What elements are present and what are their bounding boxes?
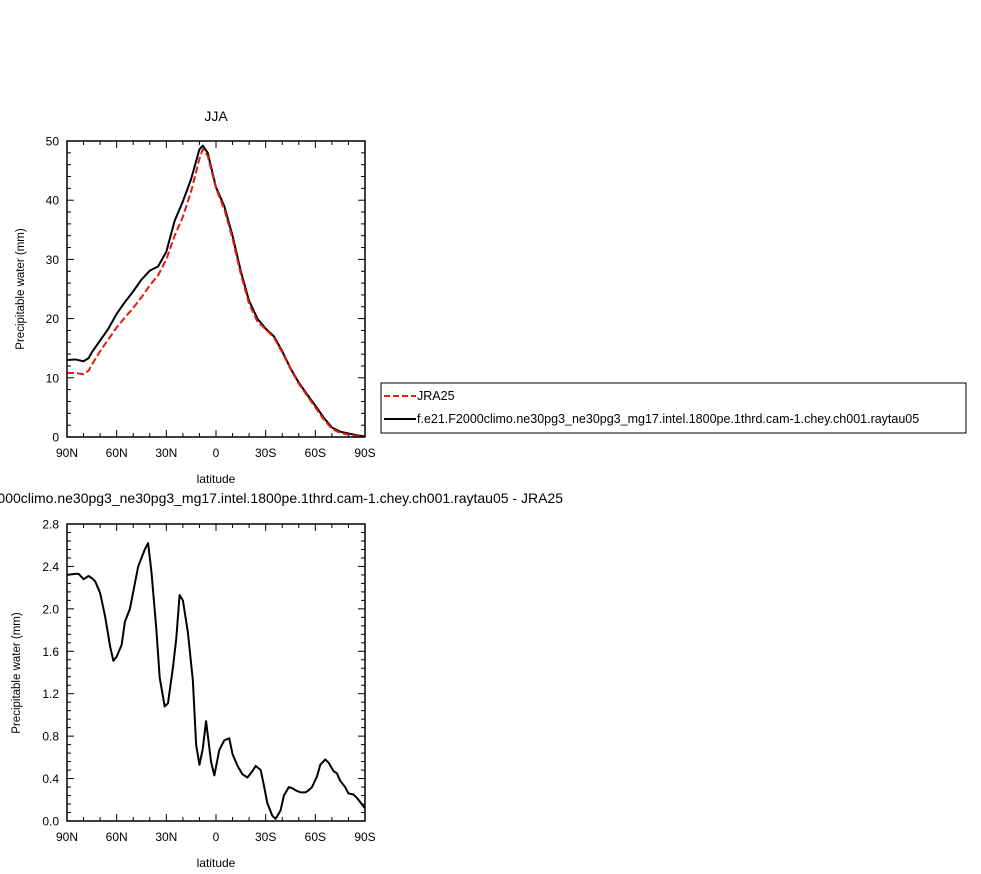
y-tick-label: 1.2 [42,687,59,701]
y-tick-label: 2.4 [42,560,59,574]
y-tick-label: 50 [46,135,60,149]
x-tick-label: 60S [305,446,326,460]
y-tick-label: 0.4 [42,772,59,786]
legend-box [380,382,967,434]
y-tick-label: 0.8 [42,730,59,744]
y-tick-label: 10 [46,371,60,385]
y-tick-label: 20 [46,312,60,326]
x-tick-label: 0 [213,446,220,460]
y-tick-label: 30 [46,253,60,267]
x-tick-label: 90N [56,446,78,460]
x-tick-label: 90S [354,446,375,460]
x-tick-label: 30S [255,446,276,460]
x-tick-label: 30S [255,830,276,844]
chart-panel-difference: f.e21.F2000climo.ne30pg3_ne30pg3_mg17.in… [0,490,563,870]
x-tick-label: 30N [155,446,177,460]
plot-frame [66,523,366,822]
x-axis-label: latitude [197,856,236,870]
chart-title: JJA [204,108,228,124]
x-axis-label: latitude [197,472,236,486]
x-tick-label: 90S [354,830,375,844]
x-tick-label: 60S [305,830,326,844]
x-tick-label: 90N [56,830,78,844]
x-tick-label: 60N [106,446,128,460]
series-line-model [66,542,366,820]
series-line-model [66,144,366,438]
x-tick-label: 60N [106,830,128,844]
chart-title: f.e21.F2000climo.ne30pg3_ne30pg3_mg17.in… [0,490,563,506]
series-line-jra25 [67,148,366,438]
y-axis-label: Precipitable water (mm) [11,612,23,734]
legend: JRA25 f.e21.F2000climo.ne30pg3_ne30pg3_m… [380,382,967,434]
y-tick-label: 0 [52,431,59,445]
legend-label-model: f.e21.F2000climo.ne30pg3_ne30pg3_mg17.in… [417,412,919,426]
x-tick-label: 0 [213,830,220,844]
y-tick-label: 0.0 [42,815,59,829]
y-tick-label: 40 [46,194,60,208]
chart-panel-jja: JJA Precipitable water (mm) latitude 90N… [15,108,376,486]
x-tick-label: 30N [155,830,177,844]
plot-frame [66,140,366,438]
y-tick-label: 1.6 [42,645,59,659]
legend-label-jra25: JRA25 [417,389,455,403]
y-axis-label: Precipitable water (mm) [15,228,27,350]
y-tick-label: 2.0 [42,602,59,616]
y-tick-label: 2.8 [42,518,59,532]
